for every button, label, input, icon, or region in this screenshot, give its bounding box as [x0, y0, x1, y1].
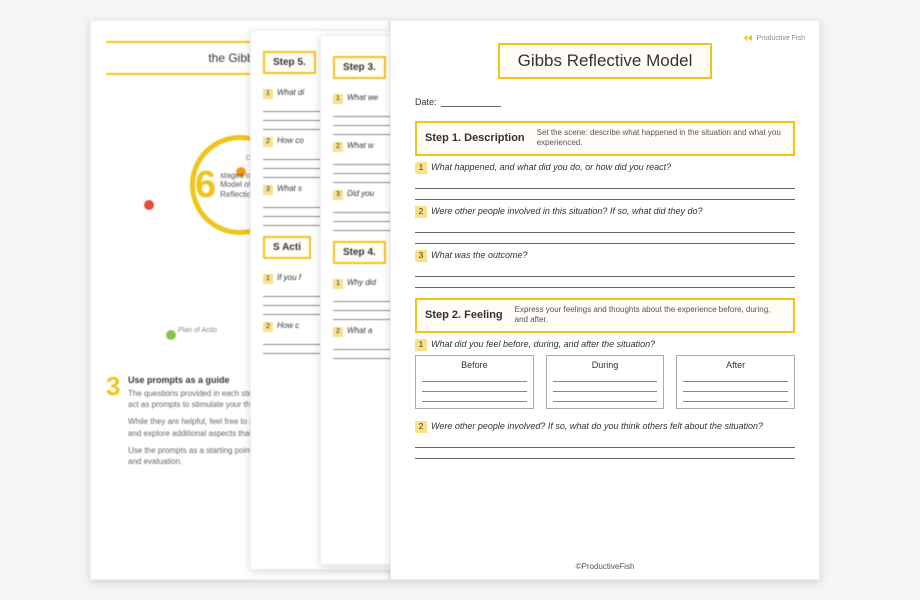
step-2-header: Step 2. Feeling Express your feelings an… [415, 298, 795, 333]
date-label: Date: [415, 97, 437, 107]
column-header: During [553, 360, 658, 370]
question-text: What s [277, 184, 302, 193]
step-header: Step 4. [333, 241, 386, 264]
question-text: What did you feel before, during, and af… [431, 339, 655, 349]
answer-lines[interactable] [415, 266, 795, 288]
feeling-columns: Before During After [415, 355, 795, 409]
question-text: What we [347, 93, 378, 102]
step-header: Step 3. [333, 56, 386, 79]
question-text: How co [277, 136, 304, 145]
step-header: S Acti [263, 236, 311, 259]
question: 1What did you feel before, during, and a… [415, 339, 795, 351]
question: 2Were other people involved in this situ… [415, 206, 795, 218]
page-title: Gibbs Reflective Model [498, 43, 713, 79]
step-header: Step 5. [263, 51, 316, 74]
question: 2Were other people involved? If so, what… [415, 421, 795, 433]
column-header: Before [422, 360, 527, 370]
column-after[interactable]: After [676, 355, 795, 409]
question: 3What was the outcome? [415, 250, 795, 262]
diagram-node [166, 330, 176, 340]
step-name: Step 1. Description [425, 132, 525, 144]
question-text: How c [277, 321, 299, 330]
step-instruction: Express your feelings and thoughts about… [515, 305, 785, 326]
column-before[interactable]: Before [415, 355, 534, 409]
step-instruction: Set the scene: describe what happened in… [537, 128, 785, 149]
diagram-big-number: 6 [195, 164, 216, 207]
fish-icon [743, 33, 753, 43]
question-text: What a [347, 326, 372, 335]
question-text: Were other people involved in this situa… [431, 206, 703, 216]
step-1-header: Step 1. Description Set the scene: descr… [415, 121, 795, 156]
column-during[interactable]: During [546, 355, 665, 409]
page-footer: ©ProductiveFish [391, 562, 819, 571]
question-text: What was the outcome? [431, 250, 528, 260]
question-text: If you f [277, 273, 301, 282]
question-text: Why did [347, 278, 376, 287]
brand-name: Productive Fish [757, 35, 805, 42]
brand-logo: Productive Fish [743, 33, 805, 43]
answer-lines[interactable] [415, 437, 795, 459]
question-text: Were other people involved? If so, what … [431, 421, 763, 431]
question-text: What w [347, 141, 374, 150]
question-text: Did you [347, 189, 374, 198]
date-input-line[interactable] [441, 99, 501, 107]
answer-lines[interactable] [415, 178, 795, 200]
answer-lines[interactable] [415, 222, 795, 244]
question-text: What di [277, 88, 304, 97]
tip-number: 3 [106, 371, 120, 402]
diagram-node [144, 200, 154, 210]
front-page: Productive Fish Gibbs Reflective Model D… [390, 20, 820, 580]
node-label-bottom: Plan of Actio [178, 327, 217, 334]
date-row: Date: [415, 97, 795, 107]
step-name: Step 2. Feeling [425, 309, 503, 321]
column-header: After [683, 360, 788, 370]
question: 1What happened, and what did you do, or … [415, 162, 795, 174]
question-text: What happened, and what did you do, or h… [431, 162, 671, 172]
